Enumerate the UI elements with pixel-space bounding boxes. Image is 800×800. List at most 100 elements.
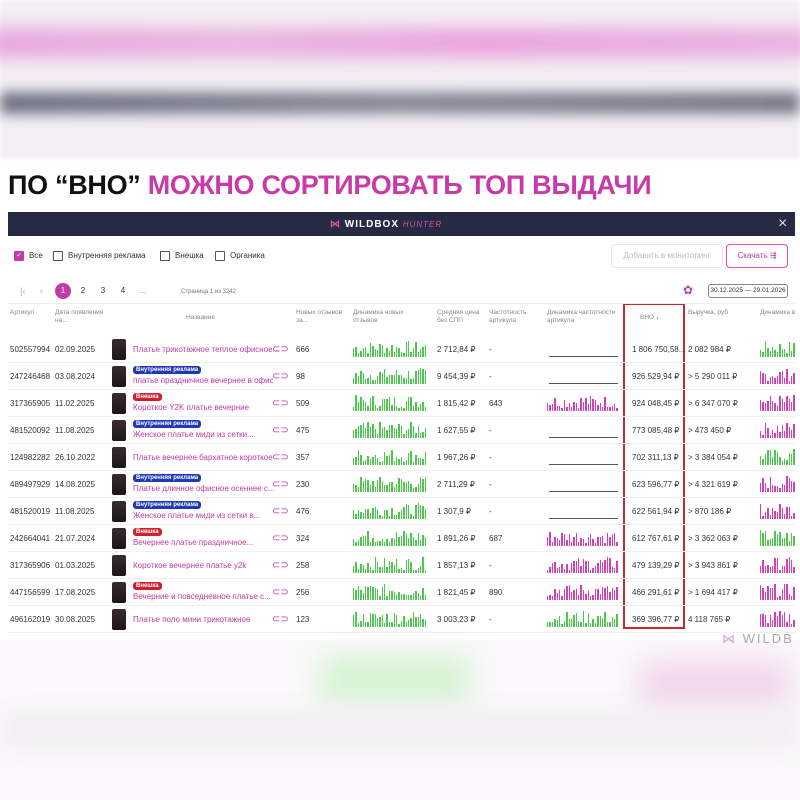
spark-bar xyxy=(760,530,762,546)
frequency-sparkline xyxy=(547,611,620,627)
spark-bar xyxy=(410,561,412,573)
reviews-sparkline xyxy=(353,422,428,438)
spark-bar xyxy=(764,591,767,600)
spark-bar xyxy=(774,611,776,627)
date-range[interactable]: 30.12.2025 — 29.01.2026 xyxy=(708,284,788,298)
spark-bar xyxy=(367,622,369,627)
spark-bar xyxy=(585,543,587,546)
revenue-sparkline xyxy=(760,341,795,357)
spark-bar xyxy=(424,569,427,573)
spark-bar xyxy=(563,568,566,573)
product-name[interactable]: Платье длинное офисное осеннее с... xyxy=(133,484,275,493)
product-name[interactable]: Короткое Y2K платье вечерние xyxy=(133,403,250,412)
spark-bar xyxy=(412,593,415,600)
header-line xyxy=(8,303,795,304)
sort-arrow[interactable]: ↓ xyxy=(654,314,660,321)
spark-bar xyxy=(398,592,400,600)
spark-bar xyxy=(556,620,558,627)
spark-bar xyxy=(793,619,795,627)
heading-prefix: ПО “ВНО” xyxy=(8,170,141,200)
spark-bar xyxy=(424,369,427,384)
page-button[interactable]: 2 xyxy=(80,286,86,295)
page-button[interactable]: 3 xyxy=(100,286,106,295)
spark-bar xyxy=(384,541,386,546)
spark-bar xyxy=(364,536,367,546)
checkbox[interactable] xyxy=(160,251,170,261)
spark-bar xyxy=(381,345,384,357)
checkbox[interactable] xyxy=(215,251,225,261)
spark-bar xyxy=(376,509,379,519)
row-line xyxy=(8,578,795,579)
spark-bar xyxy=(779,611,781,627)
checkbox[interactable]: ✓ xyxy=(14,251,24,261)
spark-bar xyxy=(374,507,376,519)
article: 496162019 xyxy=(10,615,51,624)
spark-bar xyxy=(384,484,386,492)
spark-bar xyxy=(764,422,767,438)
spark-bar xyxy=(771,484,774,492)
filter-label: Все xyxy=(29,251,43,260)
settings-icon[interactable]: ✿ xyxy=(683,283,694,297)
spark-bar xyxy=(582,402,585,411)
spark-bar xyxy=(400,568,403,573)
close-button[interactable]: × xyxy=(778,215,788,232)
revenue-sparkline xyxy=(760,503,795,519)
spark-bar xyxy=(393,375,396,384)
monitor-button[interactable]: Добавить в мониторинг xyxy=(611,244,723,268)
spark-bar xyxy=(599,594,601,600)
spark-bar xyxy=(781,349,783,357)
spark-bar xyxy=(372,587,374,600)
vno: 622 561,94 ₽ xyxy=(632,507,680,516)
product-name[interactable]: Женское платье миди из сетки в... xyxy=(133,511,261,520)
page-button[interactable]: 1 xyxy=(55,283,71,299)
spark-bar xyxy=(616,561,618,573)
spark-bar xyxy=(791,596,793,600)
revenue-sparkline xyxy=(760,584,795,600)
spark-bar xyxy=(776,352,779,357)
spark-bar xyxy=(415,433,417,438)
frequency-sparkline xyxy=(549,464,618,465)
spark-bar xyxy=(783,377,786,384)
spark-bar xyxy=(362,512,364,519)
spark-bar xyxy=(410,533,412,546)
product-name[interactable]: платье праздничное вечернее в офис xyxy=(133,376,274,385)
spark-bar xyxy=(760,504,762,519)
product-name[interactable]: Короткое вечернее платье y2k xyxy=(133,561,247,570)
download-button[interactable]: Скачать ⇶ xyxy=(726,244,788,268)
checkbox[interactable] xyxy=(53,251,63,261)
product-name[interactable]: Вечерние и повседневное платье с... xyxy=(133,592,271,601)
spark-bar xyxy=(360,536,362,546)
spark-bar xyxy=(781,425,783,438)
spark-bar xyxy=(419,595,422,600)
product-name[interactable]: Вечернее платье праздничное... xyxy=(133,538,254,547)
product-name[interactable]: Платье вечернее бархатное короткое xyxy=(133,453,273,462)
date: 11.08.2025 xyxy=(55,426,95,435)
spark-bar xyxy=(384,426,386,438)
product-name[interactable]: Платье поло мини трикотажное xyxy=(133,615,251,624)
spark-bar xyxy=(419,539,422,546)
page-button[interactable]: 4 xyxy=(120,286,126,295)
spark-bar xyxy=(594,542,597,546)
reviews: 476 xyxy=(296,507,310,516)
spark-bar xyxy=(357,509,360,519)
row-line xyxy=(8,551,795,552)
product-name[interactable]: Женское платье миди из сетки... xyxy=(133,430,254,439)
spark-bar xyxy=(609,407,611,411)
spark-bar xyxy=(379,596,381,600)
first-page[interactable]: |‹ xyxy=(20,286,26,296)
reviews-sparkline xyxy=(353,530,428,546)
spark-bar xyxy=(386,376,388,384)
heading-highlight: МОЖНО СОРТИРОВАТЬ ТОП ВЫДАЧИ xyxy=(147,170,652,200)
spark-bar xyxy=(786,507,788,519)
column-header: Название xyxy=(185,314,216,321)
spark-bar xyxy=(407,595,410,600)
spark-bar xyxy=(362,460,364,465)
spark-bar xyxy=(415,569,417,573)
product-name[interactable]: Платье трикотажное теплое офисное... xyxy=(133,345,280,354)
spark-bar xyxy=(604,542,606,546)
spark-bar xyxy=(585,561,587,573)
prev-page[interactable]: ‹ xyxy=(40,286,43,296)
app-header: ⋈ WILDBOX HUNTER × xyxy=(8,212,795,236)
frequency: - xyxy=(489,426,492,435)
spark-bar xyxy=(403,531,405,546)
